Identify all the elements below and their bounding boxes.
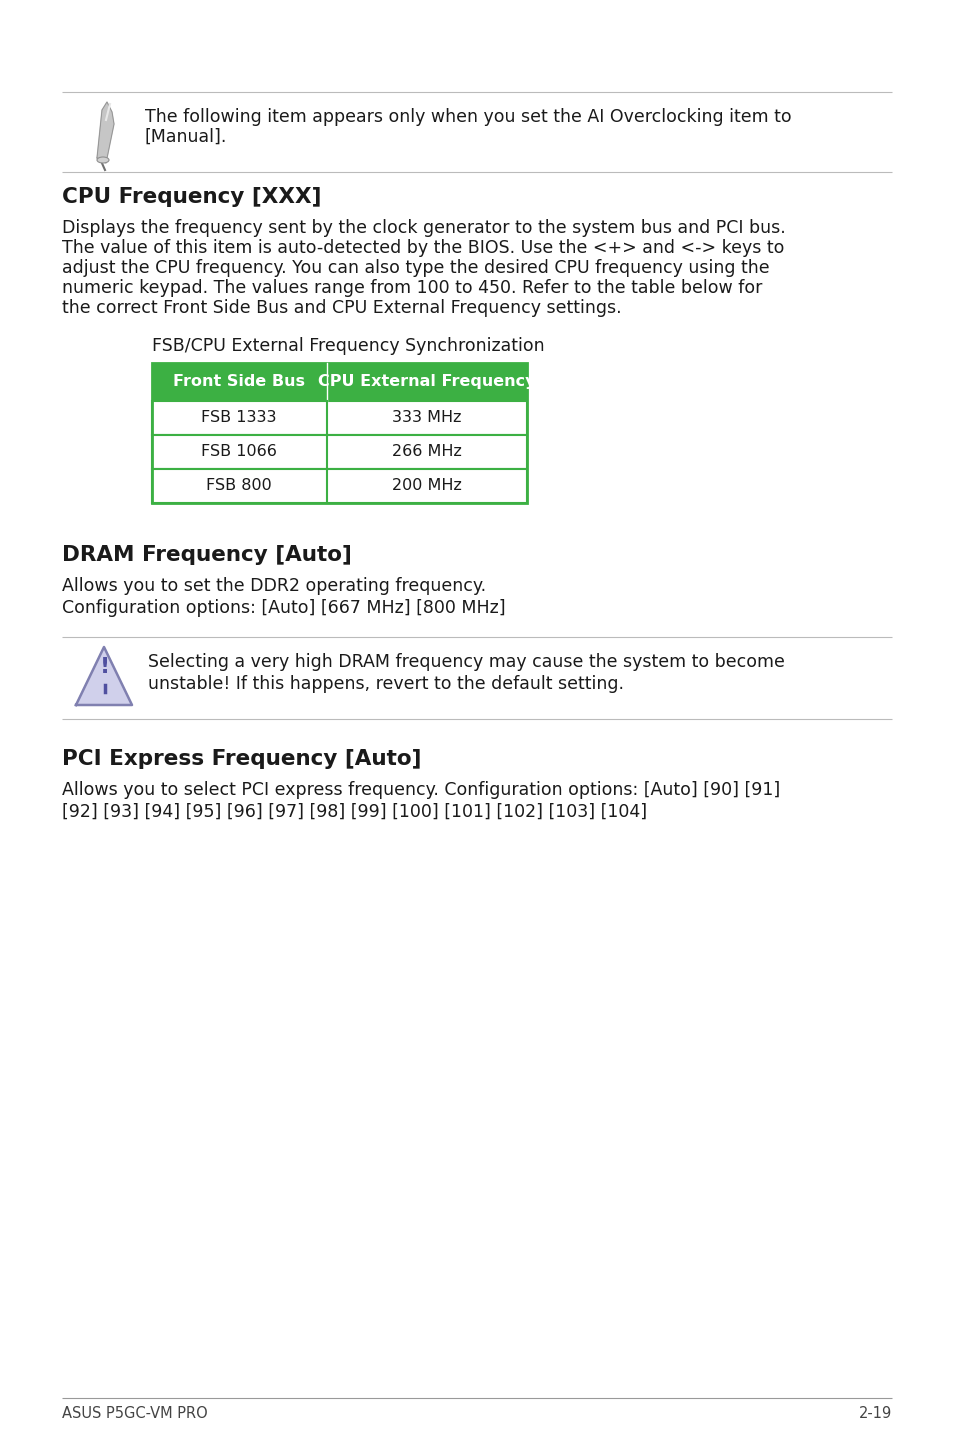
Text: [Manual].: [Manual]. [145,128,227,147]
Text: FSB 800: FSB 800 [206,477,272,493]
Text: CPU Frequency [XXX]: CPU Frequency [XXX] [62,187,321,207]
Polygon shape [97,102,113,162]
Text: 266 MHz: 266 MHz [392,444,461,459]
Text: ASUS P5GC-VM PRO: ASUS P5GC-VM PRO [62,1406,208,1421]
Text: FSB/CPU External Frequency Synchronization: FSB/CPU External Frequency Synchronizati… [152,336,544,355]
Bar [152,436,526,469]
Text: the correct Front Side Bus and CPU External Frequency settings.: the correct Front Side Bus and CPU Exter… [62,299,621,316]
Text: Configuration options: [Auto] [667 MHz] [800 MHz]: Configuration options: [Auto] [667 MHz] … [62,600,505,617]
Text: Displays the frequency sent by the clock generator to the system bus and PCI bus: Displays the frequency sent by the clock… [62,219,785,237]
Text: The following item appears only when you set the AI Overclocking item to: The following item appears only when you… [145,108,791,127]
Text: DRAM Frequency [Auto]: DRAM Frequency [Auto] [62,545,352,565]
Text: Allows you to set the DDR2 operating frequency.: Allows you to set the DDR2 operating fre… [62,577,486,595]
Text: Selecting a very high DRAM frequency may cause the system to become: Selecting a very high DRAM frequency may… [148,653,784,672]
Text: 333 MHz: 333 MHz [392,410,461,426]
Text: 200 MHz: 200 MHz [392,477,461,493]
Text: Allows you to select PCI express frequency. Configuration options: [Auto] [90] [: Allows you to select PCI express frequen… [62,781,780,800]
Text: !: ! [100,657,110,677]
Text: numeric keypad. The values range from 100 to 450. Refer to the table below for: numeric keypad. The values range from 10… [62,279,761,298]
Text: Front Side Bus: Front Side Bus [172,374,305,390]
Text: unstable! If this happens, revert to the default setting.: unstable! If this happens, revert to the… [148,674,623,693]
Text: [92] [93] [94] [95] [96] [97] [98] [99] [100] [101] [102] [103] [104]: [92] [93] [94] [95] [96] [97] [98] [99] … [62,802,646,821]
Text: 2-19: 2-19 [858,1406,891,1421]
Bar [152,469,526,503]
Text: FSB 1066: FSB 1066 [201,444,276,459]
Text: FSB 1333: FSB 1333 [201,410,276,426]
Ellipse shape [97,157,109,162]
Text: PCI Express Frequency [Auto]: PCI Express Frequency [Auto] [62,749,421,769]
Bar [152,401,526,436]
Bar [152,362,526,503]
Polygon shape [76,647,132,705]
Bar [152,362,526,401]
Text: CPU External Frequency: CPU External Frequency [318,374,536,390]
Text: adjust the CPU frequency. You can also type the desired CPU frequency using the: adjust the CPU frequency. You can also t… [62,259,769,278]
Text: The value of this item is auto-detected by the BIOS. Use the <+> and <-> keys to: The value of this item is auto-detected … [62,239,783,257]
